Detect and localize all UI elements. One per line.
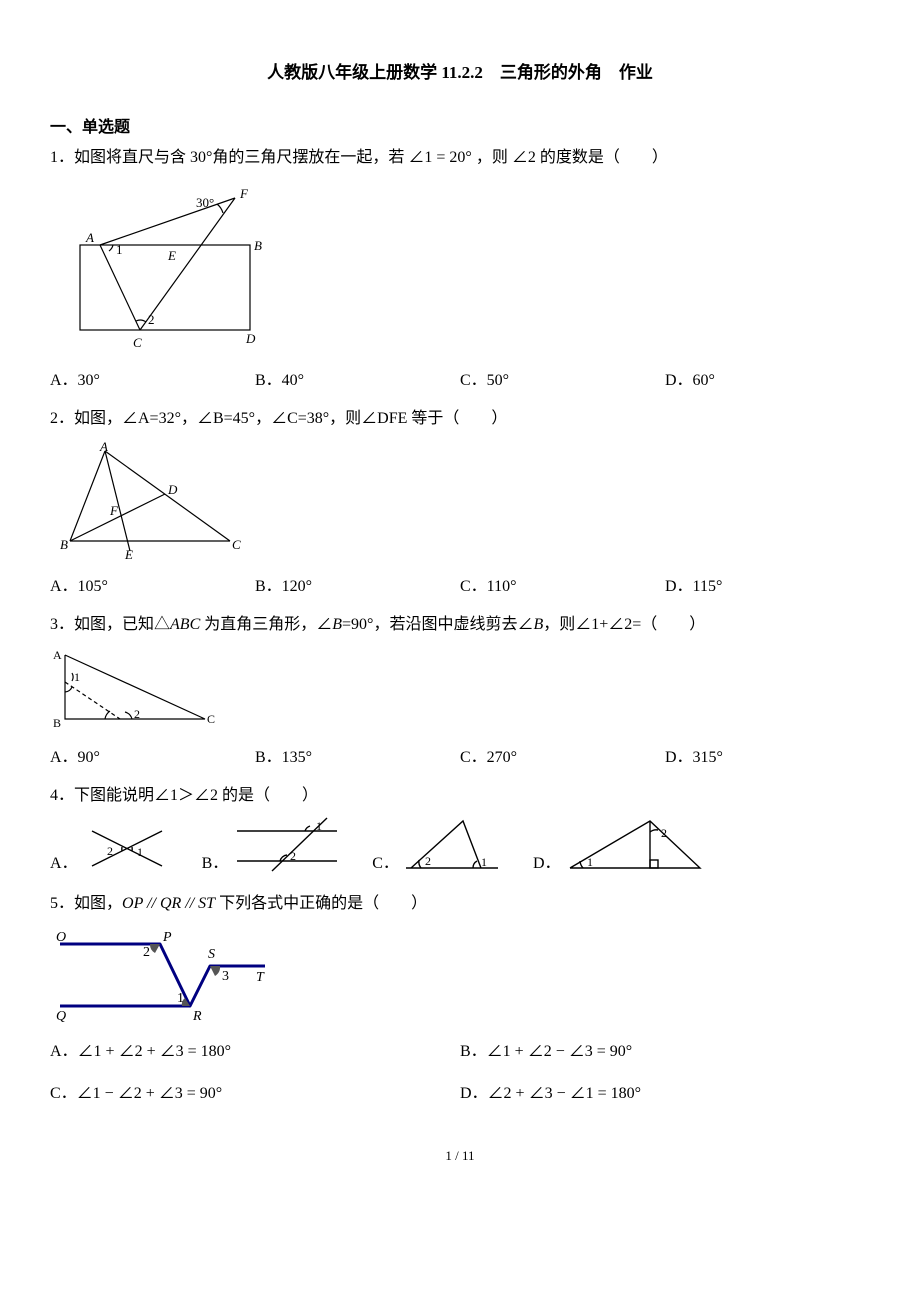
q1-ang1: 1 <box>116 242 123 257</box>
q4-label-A: A． <box>50 852 78 876</box>
q5-opt-A: A．∠1 + ∠2 + ∠3 = 180° <box>50 1040 460 1064</box>
q3-stem: 3．如图，已知△ABC 为直角三角形，∠B=90°，若沿图中虚线剪去∠B，则∠1… <box>50 613 870 637</box>
q1-text-c: ，则 ∠2 的度数是（ ） <box>476 149 668 166</box>
q5-opt-B: B．∠1 + ∠2 − ∠3 = 90° <box>460 1040 870 1064</box>
q2-opt-D: D．115° <box>665 575 870 599</box>
q5-opt-D: D．∠2 + ∠3 − ∠1 = 180° <box>460 1082 870 1106</box>
q3-options: A．90° B．135° C．270° D．315° <box>50 746 870 770</box>
q4D-2: 2 <box>661 826 667 840</box>
q3-label-B: B <box>53 716 61 730</box>
q4A-2: 2 <box>107 844 113 858</box>
q5-3: 3 <box>222 969 229 984</box>
q4-fig-A: 1 2 <box>82 821 172 876</box>
q1-opt-D: D．60° <box>665 369 870 393</box>
q1-figure: 30° A B C D E F 1 2 <box>50 180 870 355</box>
q1-options: A．30° B．40° C．50° D．60° <box>50 369 870 393</box>
q3-c: 为直角三角形，∠ <box>200 616 332 633</box>
q2-stem: 2．如图，∠A=32°，∠B=45°，∠C=38°，则∠DFE 等于（ ） <box>50 407 870 431</box>
q4D-1: 1 <box>587 855 593 869</box>
q1-label-C: C <box>133 335 142 350</box>
q3-opt-C: C．270° <box>460 746 665 770</box>
page-number: 1 / 11 <box>50 1146 870 1166</box>
q2-opt-C: C．110° <box>460 575 665 599</box>
q2-label-F: F <box>109 503 119 518</box>
q5-b: OP // QR // ST <box>122 895 215 912</box>
q1-opt-B: B．40° <box>255 369 460 393</box>
q4-label-C: C． <box>372 852 399 876</box>
q3-label-C: C <box>207 712 215 726</box>
q3-f: B <box>533 616 543 633</box>
q4B-1: 1 <box>316 819 322 833</box>
q3-d: B <box>332 616 342 633</box>
doc-title: 人教版八年级上册数学 11.2.2 三角形的外角 作业 <box>50 60 870 86</box>
q4-fig-B: 1 2 <box>232 816 342 876</box>
q5-figure: O P Q R S T 1 2 3 <box>50 926 870 1026</box>
q2-label-A: A <box>99 441 108 454</box>
q5-1: 1 <box>177 991 184 1006</box>
q4-label-B: B． <box>202 852 229 876</box>
q1-label-30: 30° <box>196 195 214 210</box>
q5-c: 下列各式中正确的是（ ） <box>215 895 427 912</box>
q1-text-a: 1．如图将直尺与含 30°角的三角尺摆放在一起，若 <box>50 149 404 166</box>
q3-g: ，则∠1+∠2=（ ） <box>543 616 705 633</box>
q5-options: A．∠1 + ∠2 + ∠3 = 180° B．∠1 + ∠2 − ∠3 = 9… <box>50 1040 870 1106</box>
q4B-2: 2 <box>290 849 296 863</box>
q2-options: A．105° B．120° C．110° D．115° <box>50 575 870 599</box>
q1-ang2: 2 <box>148 312 155 327</box>
q3-label-A: A <box>53 648 62 662</box>
q1-stem: 1．如图将直尺与含 30°角的三角尺摆放在一起，若 ∠1 = 20° ，则 ∠2… <box>50 146 870 170</box>
q4-label-D: D． <box>533 852 561 876</box>
q3-opt-B: B．135° <box>255 746 460 770</box>
q4C-1: 1 <box>481 855 487 869</box>
q3-ang2: 2 <box>134 707 140 721</box>
q1-opt-C: C．50° <box>460 369 665 393</box>
q5-Q: Q <box>56 1009 66 1024</box>
q4-fig-C: 1 2 <box>403 816 503 876</box>
q3-b: ABC <box>170 616 200 633</box>
q5-R: R <box>192 1009 202 1024</box>
q1-label-F: F <box>239 186 249 201</box>
q2-figure: A B C D E F <box>50 441 870 561</box>
section-header: 一、单选题 <box>50 116 870 140</box>
q2-label-E: E <box>124 547 133 561</box>
q4C-2: 2 <box>425 854 431 868</box>
q1-label-A: A <box>85 230 94 245</box>
q2-label-D: D <box>167 482 178 497</box>
q4-options: A． 1 2 B． 1 2 C． <box>50 816 870 876</box>
q5-opt-C: C．∠1 − ∠2 + ∠3 = 90° <box>50 1082 460 1106</box>
q2-opt-B: B．120° <box>255 575 460 599</box>
q5-T: T <box>256 970 265 985</box>
q5-P: P <box>162 930 172 945</box>
q1-text-b: ∠1 = 20° <box>408 149 471 166</box>
q2-opt-A: A．105° <box>50 575 255 599</box>
q2-label-B: B <box>60 537 68 552</box>
q5-stem: 5．如图，OP // QR // ST 下列各式中正确的是（ ） <box>50 892 870 916</box>
q3-ang1: 1 <box>74 670 80 684</box>
q5-S: S <box>208 947 215 962</box>
q3-opt-A: A．90° <box>50 746 255 770</box>
q1-opt-A: A．30° <box>50 369 255 393</box>
q1-label-D: D <box>245 331 256 346</box>
q5-O: O <box>56 930 66 945</box>
q5-a: 5．如图， <box>50 895 122 912</box>
q4-stem: 4．下图能说明∠1＞∠2 的是（ ） <box>50 784 870 808</box>
q2-label-C: C <box>232 537 241 552</box>
q3-opt-D: D．315° <box>665 746 870 770</box>
q3-a: 3．如图，已知△ <box>50 616 170 633</box>
q3-e: =90°，若沿图中虚线剪去∠ <box>342 616 533 633</box>
q1-label-B: B <box>254 238 262 253</box>
q4A-1: 1 <box>137 845 143 859</box>
q5-2: 2 <box>143 945 150 960</box>
q3-figure: A B C 1 2 <box>50 647 870 732</box>
q4-fig-D: 1 2 <box>565 816 705 876</box>
q1-label-E: E <box>167 248 176 263</box>
